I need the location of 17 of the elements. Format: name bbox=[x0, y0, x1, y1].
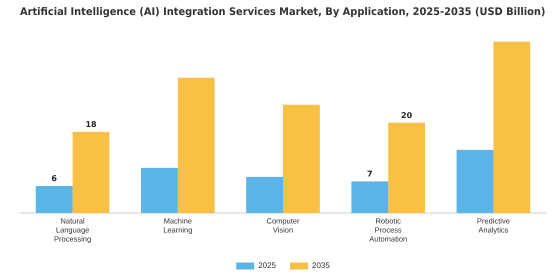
bar bbox=[456, 150, 494, 213]
bar bbox=[388, 122, 426, 213]
bar bbox=[246, 176, 283, 213]
bar bbox=[493, 42, 530, 213]
legend-label: 2025 bbox=[258, 261, 277, 270]
bar bbox=[283, 104, 320, 213]
data-label: 20 bbox=[401, 110, 413, 120]
data-label: 18 bbox=[85, 120, 98, 129]
legend-label: 2035 bbox=[312, 261, 330, 270]
bar bbox=[351, 181, 388, 213]
data-label: 6 bbox=[51, 174, 58, 184]
bar bbox=[36, 186, 73, 213]
bar bbox=[140, 168, 178, 213]
chart-title: Artificial Intelligence (AI) Integration Services Market, By Application, 2025-2035 (USD Billion) bbox=[20, 6, 546, 18]
bar bbox=[72, 132, 110, 213]
data-label: 7 bbox=[367, 170, 373, 179]
bar bbox=[178, 78, 215, 213]
